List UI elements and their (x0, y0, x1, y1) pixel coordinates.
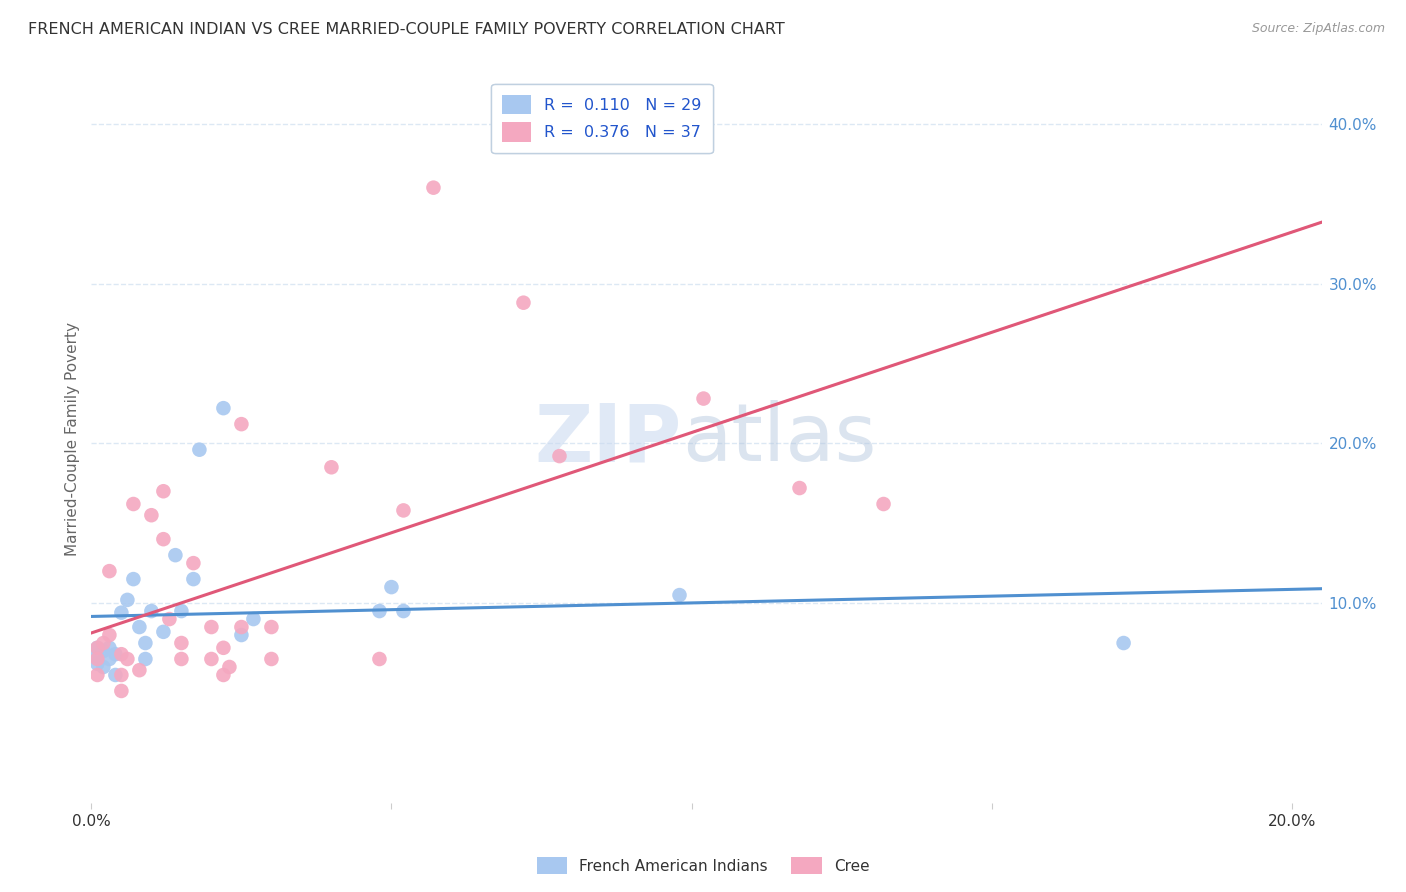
Point (668, 588, 690, 602)
Point (231, 620, 253, 634)
Point (98, 640, 121, 655)
Text: atlas: atlas (682, 401, 876, 478)
Point (141, 604, 163, 618)
Point (392, 604, 415, 618)
Point (110, 668, 132, 682)
Legend: R =  0.110   N = 29, R =  0.376   N = 37: R = 0.110 N = 29, R = 0.376 N = 37 (491, 84, 713, 153)
Point (157, 612, 180, 626)
Point (260, 620, 283, 634)
Point (86, 640, 108, 655)
Point (422, 180, 444, 194)
Point (134, 636, 156, 650)
Point (98, 628, 121, 642)
Point (170, 652, 193, 666)
Point (218, 660, 240, 674)
Point (86, 648, 108, 663)
Point (93, 660, 115, 674)
Point (152, 532, 174, 546)
Point (200, 620, 222, 634)
Text: ZIP: ZIP (534, 401, 682, 478)
Point (86, 668, 108, 682)
Point (212, 668, 235, 682)
Legend: French American Indians, Cree: French American Indians, Cree (530, 851, 876, 880)
Text: FRENCH AMERICAN INDIAN VS CREE MARRIED-COUPLE FAMILY POVERTY CORRELATION CHART: FRENCH AMERICAN INDIAN VS CREE MARRIED-C… (28, 22, 785, 37)
Point (98, 564, 121, 578)
Point (548, 449, 571, 463)
Point (512, 295, 534, 310)
Point (872, 497, 894, 511)
Point (692, 392, 714, 406)
Point (141, 508, 163, 523)
Point (368, 652, 391, 666)
Point (122, 497, 145, 511)
Point (392, 503, 415, 517)
Point (117, 593, 139, 607)
Y-axis label: Married-Couple Family Poverty: Married-Couple Family Poverty (65, 322, 80, 557)
Point (212, 401, 235, 416)
Point (110, 684, 132, 698)
Point (110, 647, 132, 661)
Point (152, 484, 174, 499)
Point (188, 442, 211, 457)
Point (260, 652, 283, 666)
Point (110, 606, 132, 620)
Point (380, 580, 402, 594)
Point (128, 663, 150, 677)
Point (170, 636, 193, 650)
Point (200, 652, 222, 666)
Point (170, 604, 193, 618)
Point (98, 652, 121, 666)
Point (165, 548, 187, 562)
Point (86, 657, 108, 671)
Point (117, 652, 139, 666)
Point (242, 612, 264, 626)
Point (128, 620, 150, 634)
Point (321, 460, 343, 475)
Point (93, 636, 115, 650)
Point (212, 640, 235, 655)
Point (1112, 636, 1135, 650)
Point (86, 652, 108, 666)
Point (134, 652, 156, 666)
Text: Source: ZipAtlas.com: Source: ZipAtlas.com (1251, 22, 1385, 36)
Point (231, 417, 253, 431)
Point (104, 647, 127, 661)
Point (93, 644, 115, 658)
Point (183, 572, 205, 586)
Point (122, 572, 145, 586)
Point (368, 604, 391, 618)
Point (104, 668, 127, 682)
Point (86, 640, 108, 655)
Point (152, 624, 174, 639)
Point (231, 628, 253, 642)
Point (789, 481, 811, 495)
Point (183, 556, 205, 570)
